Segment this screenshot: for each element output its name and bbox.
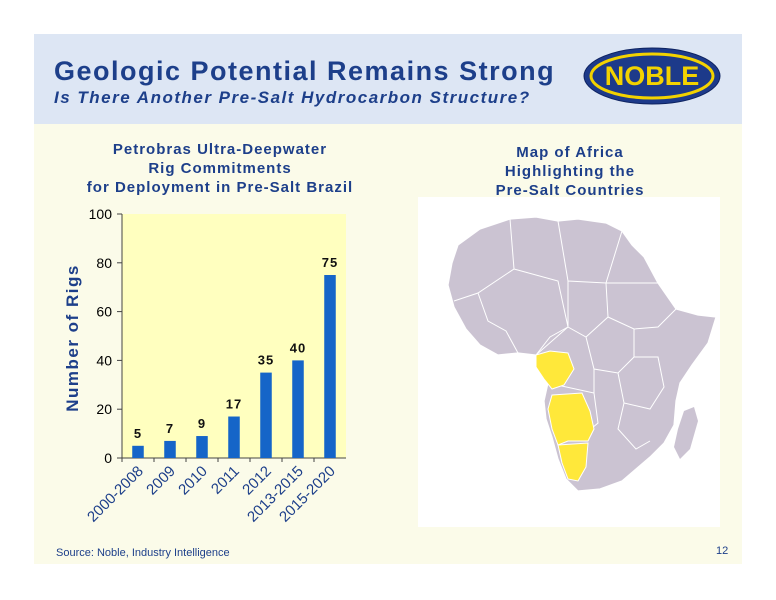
highlight-gabon-congo bbox=[535, 350, 575, 390]
map-title-line-1: Map of Africa bbox=[516, 144, 624, 161]
africa-landmass bbox=[447, 216, 717, 492]
bar bbox=[324, 275, 336, 458]
logo-text: NOBLE bbox=[605, 61, 700, 91]
bar bbox=[228, 416, 240, 458]
bar-value-label: 75 bbox=[322, 255, 338, 270]
rig-commitments-bar-chart: Number of Rigs 0 20 40 60 80 100 5 2000-2008 7 20… bbox=[63, 206, 346, 526]
bar bbox=[132, 445, 144, 458]
y-tick-label: 80 bbox=[96, 255, 112, 271]
madagascar bbox=[674, 407, 698, 459]
bar-value-label: 9 bbox=[198, 416, 206, 431]
noble-logo: NOBLE bbox=[583, 47, 721, 105]
y-tick-label: 100 bbox=[89, 206, 113, 222]
slide-subtitle: Is There Another Pre-Salt Hydrocarbon St… bbox=[54, 88, 531, 107]
x-tick-label: 2011 bbox=[208, 463, 243, 498]
slide-title: Geologic Potential Remains Strong bbox=[54, 56, 556, 86]
country-borders bbox=[453, 218, 677, 450]
map-title-line-3: Pre-Salt Countries bbox=[495, 182, 645, 199]
map-title-line-2: Highlighting the bbox=[504, 163, 636, 180]
chart-title: Petrobras Ultra-Deepwater Rig Commitment… bbox=[60, 140, 380, 197]
chart-title-line-3: for Deployment in Pre-Salt Brazil bbox=[86, 179, 354, 196]
bar-value-label: 17 bbox=[226, 397, 242, 412]
x-tick-label: 2010 bbox=[175, 463, 211, 499]
bar-value-label: 7 bbox=[166, 421, 174, 436]
logo-outer-ring bbox=[583, 47, 721, 105]
y-axis-label: Number of Rigs bbox=[63, 264, 82, 412]
africa-map bbox=[418, 197, 720, 527]
pre-salt-highlighted-countries bbox=[535, 350, 595, 482]
bar bbox=[260, 372, 272, 458]
bar-value-label: 35 bbox=[258, 353, 274, 368]
x-tick-label: 2009 bbox=[143, 463, 179, 499]
bar-value-label: 40 bbox=[290, 340, 306, 355]
page-number: 12 bbox=[716, 545, 729, 557]
highlight-namibia bbox=[557, 442, 589, 482]
bar bbox=[292, 360, 304, 458]
x-tick-label: 2000-2008 bbox=[84, 463, 147, 526]
y-tick-label: 60 bbox=[96, 304, 112, 320]
y-tick-label: 40 bbox=[96, 352, 112, 368]
y-tick-label: 20 bbox=[96, 401, 112, 417]
map-title: Map of Africa Highlighting the Pre-Salt … bbox=[470, 143, 670, 200]
bar bbox=[164, 440, 176, 458]
chart-title-line-2: Rig Commitments bbox=[148, 160, 292, 177]
chart-title-line-1: Petrobras Ultra-Deepwater bbox=[112, 141, 328, 158]
logo-inner-ring bbox=[589, 52, 715, 100]
bar-value-label: 5 bbox=[134, 426, 142, 441]
highlight-angola bbox=[547, 392, 595, 446]
y-tick-label: 0 bbox=[104, 450, 112, 466]
source-note: Source: Noble, Industry Intelligence bbox=[56, 547, 230, 559]
bar bbox=[196, 436, 208, 458]
